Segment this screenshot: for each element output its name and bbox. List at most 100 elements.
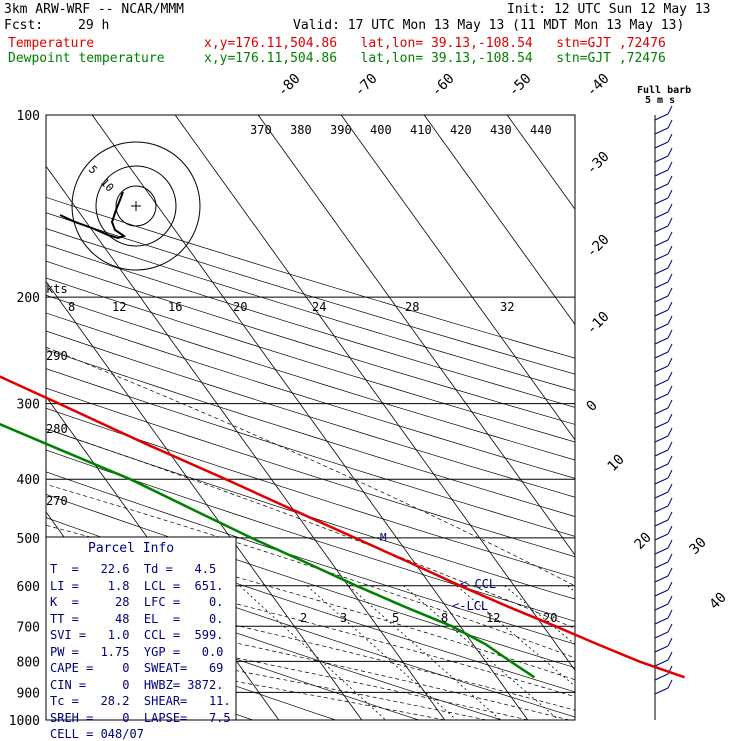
wind-barb-flag [667, 567, 673, 577]
isotherm-label: -80 [275, 71, 304, 100]
wind-barb-flag [667, 427, 673, 437]
wind-barb [654, 589, 669, 597]
wind-barb [654, 631, 669, 639]
wind-barb [654, 407, 669, 415]
mixing-ratio-label: 8 [441, 611, 448, 625]
temperature-legend: Temperature [8, 36, 95, 51]
dry-adiabat-line [46, 591, 419, 720]
theta-label: 390 [330, 123, 352, 137]
wind-barb [654, 309, 669, 317]
wind-barb [654, 533, 669, 541]
wind-barb-flag [667, 413, 673, 423]
wind-barb-flag [667, 651, 673, 661]
wind-barb [654, 351, 669, 359]
hodograph-ring-label: 5 [86, 163, 100, 177]
wind-barb-flag [667, 357, 673, 367]
wind-barb [654, 127, 669, 135]
dry-adiabat-line [46, 196, 575, 359]
wind-barb [654, 113, 669, 121]
dry-adiabat-line [46, 349, 575, 517]
pressure-tick-label: 200 [17, 291, 40, 306]
wind-barb [654, 645, 669, 653]
pressure-tick-label: 500 [17, 532, 40, 547]
hodograph-speed-label: 16 [168, 300, 182, 314]
wind-barb-flag [667, 469, 673, 479]
parcel-info-row: K = 28 LFC = 0. [50, 595, 224, 609]
theta-label: 420 [450, 123, 472, 137]
wind-barb-flag [667, 539, 673, 549]
hodograph-ring [71, 141, 201, 271]
hodograph-speed-label: 20 [233, 300, 247, 314]
wind-barb-flag [667, 581, 673, 591]
wind-barb [654, 295, 669, 303]
wind-barb-flag [667, 161, 673, 171]
parcel-info-row: TT = 48 EL = 0. [50, 611, 224, 626]
isotherm-label: -70 [352, 71, 381, 100]
forecast-label: Fcst: [4, 18, 44, 33]
wind-barb [654, 225, 669, 233]
pressure-tick-label: 900 [17, 686, 40, 701]
wind-barb-flag [667, 399, 673, 409]
wind-barb-flag [667, 385, 673, 395]
wind-barb-flag [667, 483, 673, 493]
plot-area [46, 115, 740, 720]
dry-adiabat-line [46, 471, 575, 645]
wind-barb-flag [667, 273, 673, 283]
wind-barb [654, 505, 669, 513]
theta-label: 430 [490, 123, 512, 137]
theta-label: 290 [46, 349, 68, 363]
wind-barb [654, 561, 669, 569]
isotherm-label: 30 [687, 535, 710, 558]
wind-barb-flag [667, 147, 673, 157]
dewpoint-line [0, 422, 536, 679]
isotherm-label: -30 [584, 149, 613, 178]
wind-barb [654, 463, 669, 471]
dry-adiabat-line [46, 312, 575, 479]
wind-barb [654, 393, 669, 401]
dry-adiabat-line [46, 212, 575, 375]
wind-barb [654, 169, 669, 177]
isotherm-label: -20 [584, 232, 613, 261]
parcel-info-row: CELL = 048/07 [50, 727, 144, 741]
forecast-value: 29 h [78, 18, 110, 33]
wind-barb [654, 197, 669, 205]
isotherm-label: 0 [584, 398, 601, 415]
hodograph-units: kts [46, 282, 68, 296]
wind-barb [654, 239, 669, 247]
dry-adiabat-line [46, 449, 575, 622]
wind-barb [654, 435, 669, 443]
isotherm-label: -10 [584, 309, 613, 338]
temperature-meta: x,y=176.11,504.86 lat,lon= 39.13,-108.54… [204, 36, 666, 51]
mixing-ratio-label: 2 [300, 611, 307, 625]
wind-barb-flag [667, 441, 673, 451]
pressure-tick-label: 300 [17, 398, 40, 413]
dry-adiabat-line [46, 294, 575, 461]
isotherm-label: -40 [584, 71, 613, 100]
parcel-info-box [45, 536, 237, 721]
wind-barb [654, 421, 669, 429]
wind-barb-flag [667, 511, 673, 521]
model-title: 3km ARW-WRF -- NCAR/MMM [4, 2, 185, 17]
wind-barb [654, 379, 669, 387]
wind-barb [654, 281, 669, 289]
theta-label: 400 [370, 123, 392, 137]
wind-barb [654, 211, 669, 219]
parcel-info-row: T = 22.6 Td = 4.5 [50, 562, 217, 576]
mixing-ratio-line [306, 585, 457, 720]
dry-adiabat-line [46, 330, 575, 498]
isotherm-line [340, 115, 575, 441]
wind-barb [654, 449, 669, 457]
wind-barb-flag [667, 189, 673, 199]
theta-label: 280 [46, 422, 68, 436]
pressure-tick-label: 800 [17, 655, 40, 670]
isotherm-line [590, 115, 740, 720]
temperature-line [0, 375, 686, 679]
wind-barb [654, 477, 669, 485]
isotherm-label: -60 [429, 71, 458, 100]
wind-barb-flag [667, 609, 673, 619]
wind-staff [654, 105, 673, 720]
parcel-info-row: Tc = 28.2 SHEAR= 11. [50, 694, 231, 708]
dry-adiabat-line [46, 260, 575, 425]
wind-barb-flag [667, 119, 673, 129]
